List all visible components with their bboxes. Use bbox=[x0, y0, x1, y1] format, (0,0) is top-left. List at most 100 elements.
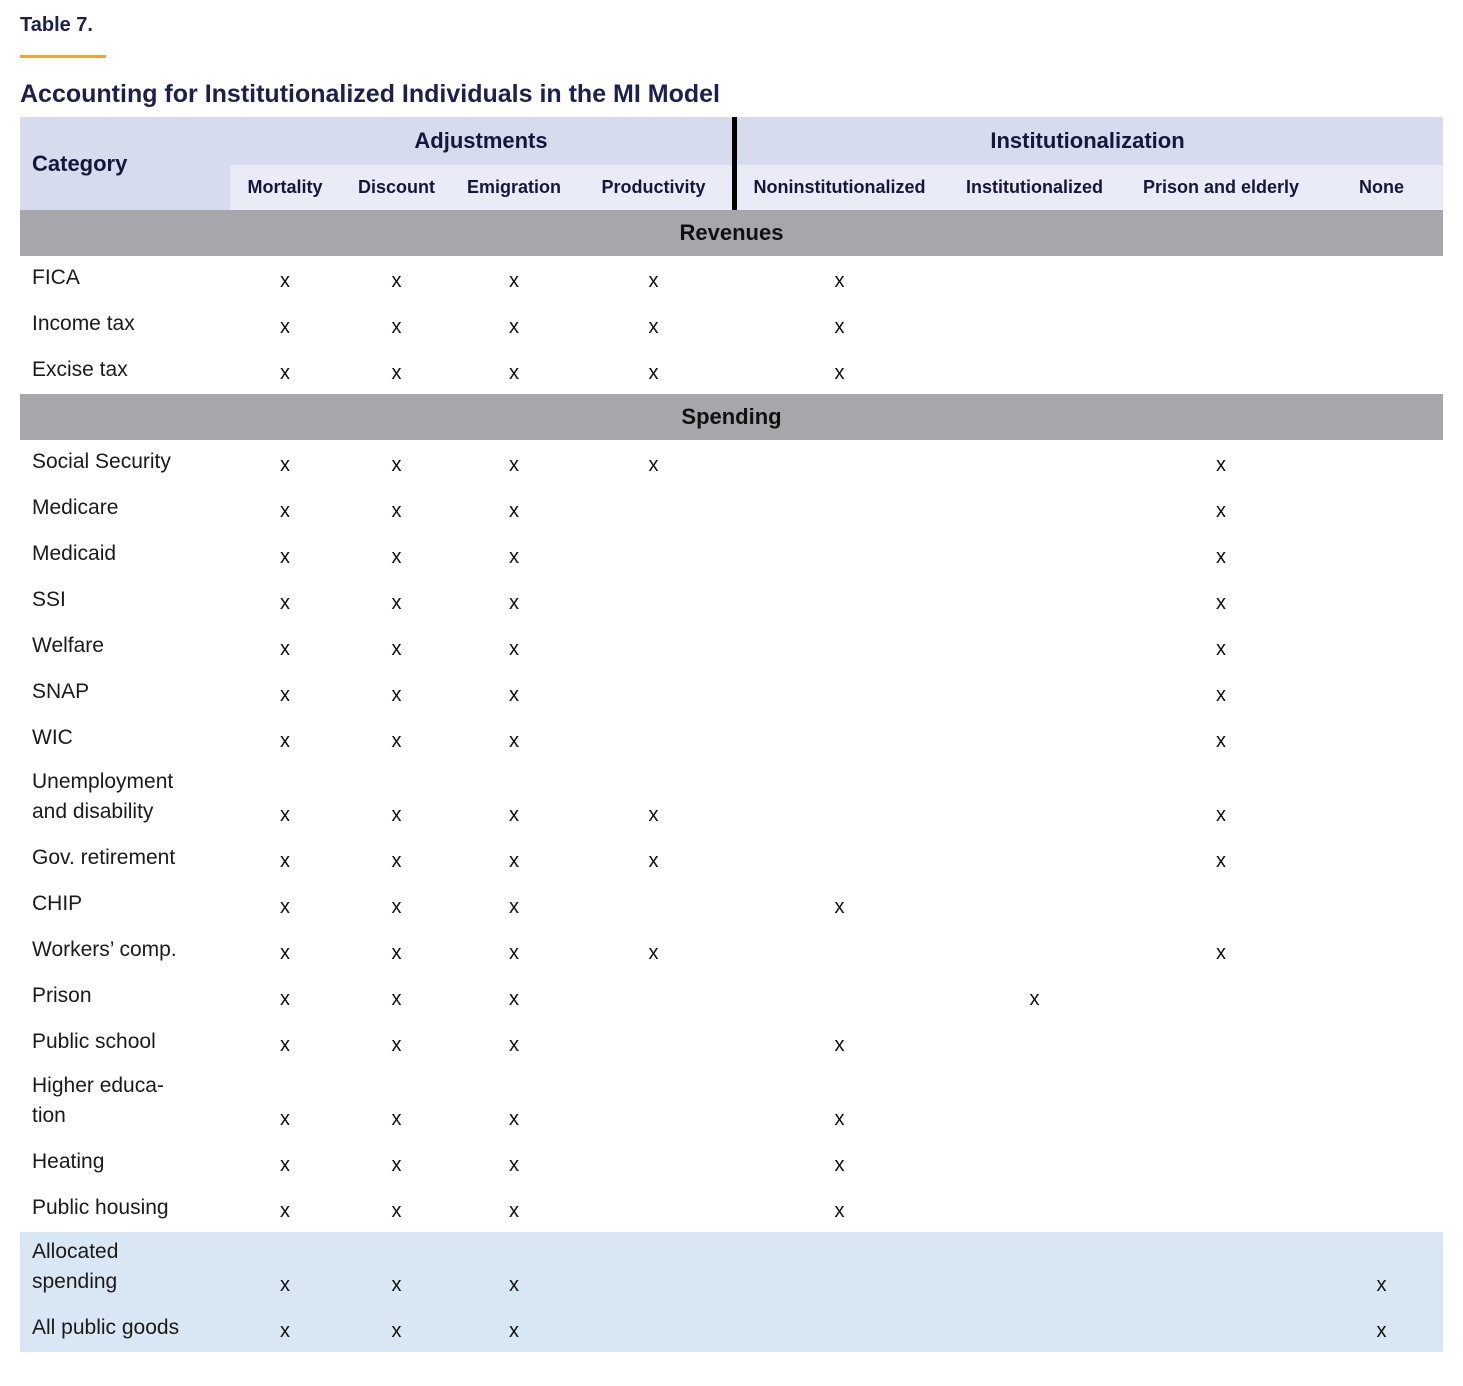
mark-empty bbox=[1320, 928, 1443, 974]
mark-empty bbox=[947, 836, 1122, 882]
mark-empty bbox=[732, 670, 947, 716]
mark-empty bbox=[575, 882, 732, 928]
mark-empty bbox=[575, 578, 732, 624]
mark-x: x bbox=[1216, 500, 1226, 522]
mark-x: x bbox=[280, 454, 290, 476]
row-label: Public school bbox=[32, 1030, 156, 1053]
mark-empty bbox=[1320, 716, 1443, 762]
mark-empty bbox=[1122, 256, 1320, 302]
column-header-category: Category bbox=[20, 117, 230, 210]
mark-x: x bbox=[280, 684, 290, 706]
row-label: All public goods bbox=[32, 1316, 180, 1339]
column-header-emigration: Emigration bbox=[453, 165, 575, 210]
mark-x: x bbox=[280, 638, 290, 660]
mark-x: x bbox=[834, 1108, 845, 1130]
column-header-prison-and-elderly: Prison and elderly bbox=[1122, 165, 1320, 210]
row-label: FICA bbox=[32, 266, 80, 289]
mark-x: x bbox=[834, 316, 845, 338]
mark-x: x bbox=[648, 942, 659, 964]
mark-empty bbox=[1320, 440, 1443, 486]
mark-x: x bbox=[509, 988, 519, 1010]
table-row: Public school x x x x bbox=[20, 1020, 1443, 1066]
accent-rule bbox=[20, 55, 106, 58]
table-row: Public housing x x x x bbox=[20, 1186, 1443, 1232]
table-number: Table 7. bbox=[20, 14, 93, 36]
mark-x: x bbox=[280, 1108, 290, 1130]
mark-x: x bbox=[834, 1154, 845, 1176]
mark-x: x bbox=[280, 896, 290, 918]
row-label: Higher educa-tion bbox=[32, 1074, 164, 1127]
mark-empty bbox=[947, 928, 1122, 974]
mark-x: x bbox=[509, 638, 519, 660]
table-row: Medicare x x x x bbox=[20, 486, 1443, 532]
mark-x: x bbox=[1216, 804, 1226, 826]
mark-x: x bbox=[1216, 454, 1226, 476]
mark-x: x bbox=[280, 316, 290, 338]
mark-x: x bbox=[509, 684, 519, 706]
mark-x: x bbox=[391, 1320, 402, 1342]
table-row: All public goods x x x x bbox=[20, 1306, 1443, 1352]
mark-x: x bbox=[391, 850, 402, 872]
mark-empty bbox=[1122, 974, 1320, 1020]
mark-empty bbox=[947, 716, 1122, 762]
mark-x: x bbox=[391, 1274, 402, 1296]
section-header-revenues: Revenues bbox=[20, 210, 1443, 256]
mark-x: x bbox=[834, 1034, 845, 1056]
mark-x: x bbox=[1376, 1320, 1387, 1342]
mark-x: x bbox=[280, 1320, 290, 1342]
row-label: Welfare bbox=[32, 634, 104, 657]
mark-x: x bbox=[1216, 638, 1226, 660]
mark-empty bbox=[947, 440, 1122, 486]
mark-x: x bbox=[391, 316, 402, 338]
mark-x: x bbox=[391, 1154, 402, 1176]
row-label: Allocated spending bbox=[32, 1240, 119, 1293]
row-label: Heating bbox=[32, 1150, 105, 1173]
mark-x: x bbox=[509, 1320, 519, 1342]
mark-x: x bbox=[509, 1200, 519, 1222]
table-body: Revenues FICA x x x x x Income tax x x x x x Excise t… bbox=[20, 210, 1443, 1352]
mark-x: x bbox=[509, 546, 519, 568]
mark-empty bbox=[1122, 1066, 1320, 1140]
mark-x: x bbox=[280, 804, 290, 826]
section-header-spending: Spending bbox=[20, 394, 1443, 440]
mark-x: x bbox=[280, 850, 290, 872]
column-header-institutionalized: Institutionalized bbox=[947, 165, 1122, 210]
table-row: Prison x x x x bbox=[20, 974, 1443, 1020]
row-label: CHIP bbox=[32, 892, 83, 915]
mark-empty bbox=[947, 532, 1122, 578]
row-label: WIC bbox=[32, 726, 73, 749]
row-label: SSI bbox=[32, 588, 66, 611]
column-header-productivity: Productivity bbox=[575, 165, 732, 210]
row-label: Public housing bbox=[32, 1196, 169, 1219]
mark-empty bbox=[575, 1232, 732, 1306]
row-label: Excise tax bbox=[32, 358, 128, 381]
mark-x: x bbox=[391, 804, 402, 826]
mark-empty bbox=[1122, 1232, 1320, 1306]
mark-empty bbox=[947, 1066, 1122, 1140]
mark-empty bbox=[1320, 256, 1443, 302]
mark-x: x bbox=[391, 942, 402, 964]
table-row: Workers’ comp. x x x x x bbox=[20, 928, 1443, 974]
mark-x: x bbox=[509, 270, 519, 292]
table-row: Heating x x x x bbox=[20, 1140, 1443, 1186]
row-label: Prison bbox=[32, 984, 92, 1007]
column-header-mortality: Mortality bbox=[230, 165, 340, 210]
mark-empty bbox=[947, 670, 1122, 716]
mark-x: x bbox=[834, 270, 845, 292]
mark-x: x bbox=[509, 500, 519, 522]
mark-empty bbox=[575, 486, 732, 532]
mark-empty bbox=[732, 836, 947, 882]
row-label: Gov. retirement bbox=[32, 846, 176, 869]
table-row: Welfare x x x x bbox=[20, 624, 1443, 670]
mark-x: x bbox=[509, 942, 519, 964]
mark-x: x bbox=[280, 546, 290, 568]
mark-x: x bbox=[834, 896, 845, 918]
mark-x: x bbox=[280, 1200, 290, 1222]
mark-x: x bbox=[648, 362, 659, 384]
row-label: SNAP bbox=[32, 680, 90, 703]
mark-x: x bbox=[509, 896, 519, 918]
mark-empty bbox=[947, 1140, 1122, 1186]
mark-empty bbox=[1122, 348, 1320, 394]
mark-empty bbox=[1320, 882, 1443, 928]
table-row: CHIP x x x x bbox=[20, 882, 1443, 928]
